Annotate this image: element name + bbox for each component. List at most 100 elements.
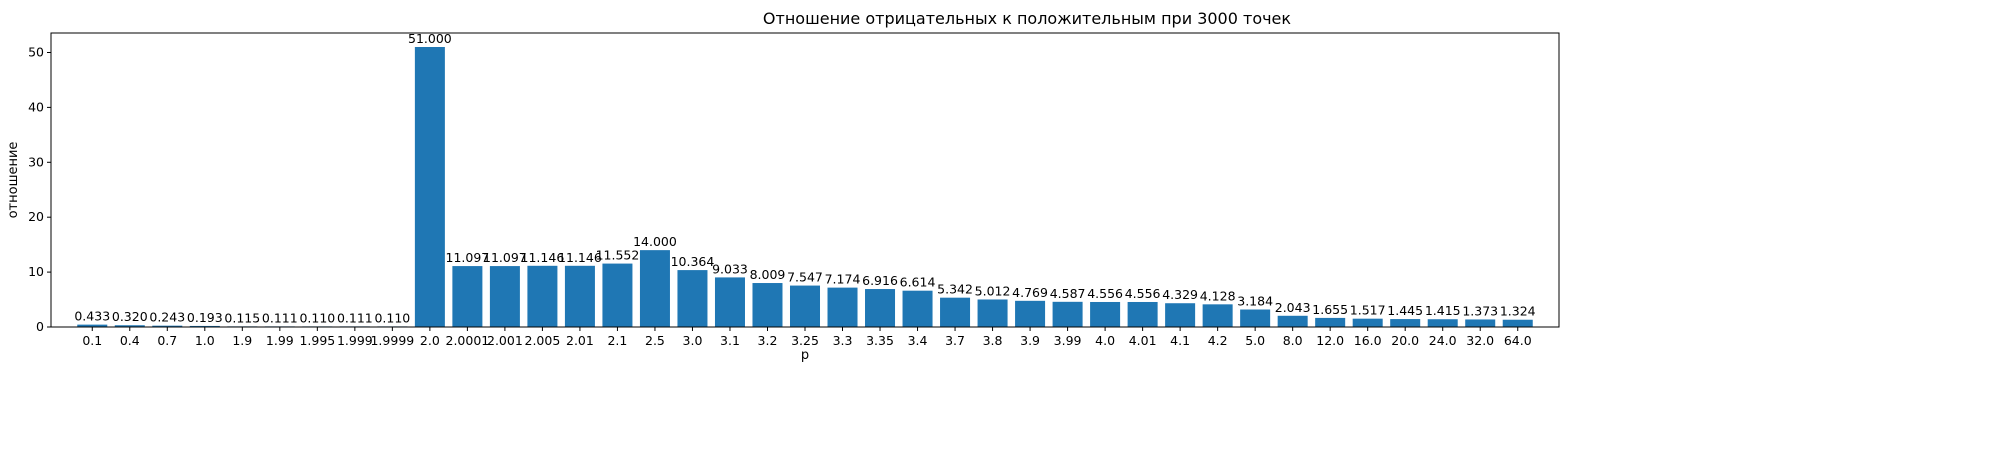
x-tick-label: 0.7	[157, 333, 177, 348]
bar-4.0	[1090, 301, 1121, 327]
bar-value-label: 7.547	[787, 270, 823, 285]
x-tick-label: 1.999	[337, 333, 373, 348]
x-tick-label: 1.0	[195, 333, 215, 348]
bar-value-label: 1.655	[1312, 302, 1348, 317]
bar-value-label: 0.110	[374, 310, 410, 325]
x-tick-label: 3.1	[720, 333, 740, 348]
x-tick-label: 3.9	[1020, 333, 1040, 348]
y-tick-label: 50	[28, 44, 44, 59]
x-tick-label: 2.0	[420, 333, 440, 348]
bar-value-label: 6.614	[900, 275, 936, 290]
bar-value-label: 0.433	[74, 309, 110, 324]
bar-value-label: 11.097	[483, 250, 527, 265]
bar-value-label: 3.184	[1237, 294, 1273, 309]
x-axis-label: p	[801, 348, 809, 363]
bar-3.9	[1015, 300, 1046, 327]
bar-value-label: 1.445	[1387, 303, 1423, 318]
x-tick-label: 1.9999	[370, 333, 414, 348]
bar-value-label: 4.128	[1200, 288, 1236, 303]
x-tick-label: 8.0	[1283, 333, 1303, 348]
x-tick-label: 1.995	[299, 333, 335, 348]
y-tick-label: 40	[28, 99, 44, 114]
x-tick-label: 4.01	[1129, 333, 1157, 348]
x-tick-label: 3.0	[683, 333, 703, 348]
bar-value-label: 0.320	[112, 309, 148, 324]
x-tick-label: 4.1	[1170, 333, 1190, 348]
y-tick-label: 10	[28, 264, 44, 279]
y-tick-label: 20	[28, 209, 44, 224]
x-tick-label: 3.35	[866, 333, 894, 348]
plot-area-frame	[50, 32, 1560, 328]
y-axis-label: отношение	[6, 142, 21, 219]
bar-value-label: 8.009	[750, 267, 786, 282]
bar-value-label: 5.012	[975, 283, 1011, 298]
bar-value-label: 11.552	[596, 248, 640, 263]
x-tick-label: 3.8	[983, 333, 1003, 348]
bar-value-label: 0.111	[337, 310, 373, 325]
bar-value-label: 11.097	[446, 250, 490, 265]
bar-value-label: 4.556	[1087, 286, 1123, 301]
bar-2.0	[414, 47, 445, 327]
x-tick-label: 3.25	[791, 333, 819, 348]
bar-24.0	[1427, 319, 1458, 327]
bar-2.5	[639, 250, 670, 327]
y-axis-ticks: 0 10 20 30 40 50	[28, 44, 51, 334]
bar-value-label: 11.146	[558, 250, 602, 265]
x-tick-label: 2.001	[487, 333, 523, 348]
bar-value-label: 1.373	[1462, 303, 1498, 318]
bar-value-label: 4.769	[1012, 285, 1048, 300]
bar-4.01	[1127, 301, 1158, 327]
bar-value-label: 4.587	[1050, 286, 1086, 301]
x-tick-label: 64.0	[1504, 333, 1532, 348]
bar-3.25	[789, 285, 821, 327]
bar-value-label: 0.243	[149, 310, 185, 325]
x-tick-label: 3.4	[908, 333, 928, 348]
y-tick-label: 0	[36, 319, 44, 334]
x-tick-label: 5.0	[1245, 333, 1265, 348]
x-tick-label: 2.01	[566, 333, 594, 348]
bar-3.3	[827, 287, 858, 327]
chart-title: Отношение отрицательных к положительным …	[763, 9, 1291, 28]
bar-value-label: 5.342	[937, 282, 973, 297]
bar-value-label: 0.193	[187, 310, 223, 325]
bar-value-label: 10.364	[671, 254, 715, 269]
x-tick-label: 0.1	[82, 333, 102, 348]
bar-3.8	[977, 299, 1008, 327]
bar-value-label: 11.146	[521, 250, 565, 265]
bar-3.2	[752, 283, 783, 327]
bar-64.0	[1502, 319, 1533, 327]
bar-3.0	[677, 270, 708, 327]
x-tick-label: 3.7	[945, 333, 965, 348]
x-tick-label: 3.2	[758, 333, 778, 348]
bar-0.7	[152, 325, 183, 327]
bar-32.0	[1465, 319, 1496, 327]
bar-value-label: 1.324	[1500, 304, 1536, 319]
bar-0.4	[114, 325, 145, 327]
x-tick-label: 2.5	[645, 333, 665, 348]
bar-value-label: 6.916	[862, 273, 898, 288]
bar-value-label: 1.415	[1425, 303, 1461, 318]
bar-4.2	[1202, 304, 1233, 327]
x-tick-label: 2.0001	[446, 333, 490, 348]
bar-value-label: 4.556	[1125, 286, 1161, 301]
x-tick-label: 3.99	[1054, 333, 1082, 348]
x-tick-label: 3.3	[833, 333, 853, 348]
bar-3.1	[714, 277, 745, 327]
bar-value-label: 0.111	[262, 310, 298, 325]
x-tick-label: 4.2	[1208, 333, 1228, 348]
x-tick-label: 20.0	[1391, 333, 1419, 348]
bar-2.1	[602, 263, 633, 327]
bar-3.99	[1052, 301, 1083, 327]
bar-2.01	[564, 265, 595, 327]
bar-value-label: 14.000	[633, 234, 677, 249]
bar-value-label: 0.115	[224, 310, 260, 325]
y-tick-label: 30	[28, 154, 44, 169]
bar-2.005	[527, 265, 558, 327]
bar-3.4	[902, 290, 933, 327]
x-tick-label: 16.0	[1354, 333, 1382, 348]
bar-20.0	[1390, 319, 1421, 327]
x-tick-label: 32.0	[1466, 333, 1494, 348]
x-tick-label: 2.1	[607, 333, 627, 348]
x-tick-label: 1.9	[232, 333, 252, 348]
